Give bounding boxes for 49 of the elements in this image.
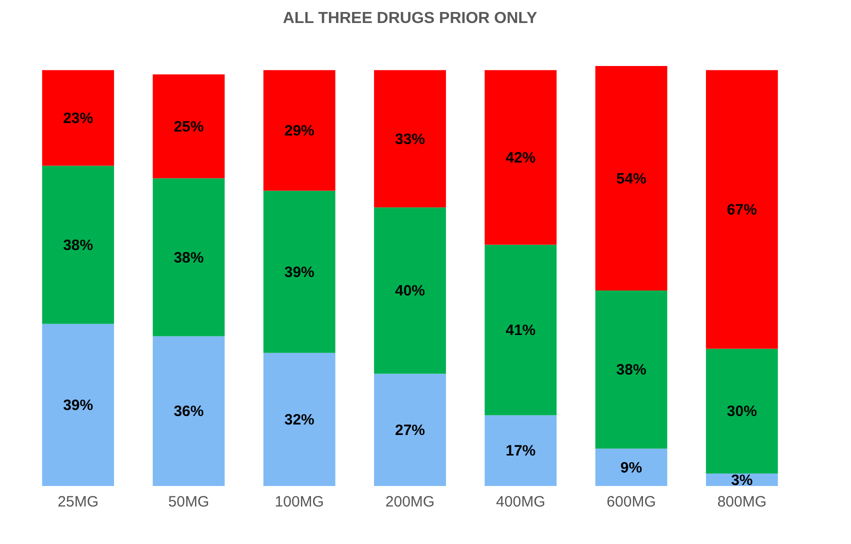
data-label: 40%	[394, 282, 426, 300]
bar	[595, 448, 668, 486]
data-label: 23%	[63, 110, 94, 127]
bar	[152, 74, 225, 178]
data-label: 54%	[616, 170, 646, 188]
bar	[42, 166, 114, 324]
chart-title: ALL THREE DRUGS PRIOR ONLY	[282, 10, 538, 27]
x-tick-label: 200MG	[385, 494, 435, 510]
bar	[152, 178, 225, 336]
data-label: 9%	[620, 459, 642, 476]
bar	[42, 70, 114, 166]
bar	[374, 70, 446, 208]
x-tick-label: 400MG	[496, 494, 546, 510]
data-label: 30%	[726, 403, 757, 420]
data-label: 41%	[506, 322, 536, 340]
bar	[263, 70, 336, 191]
x-tick-label: 100MG	[274, 494, 324, 510]
x-tick-label: 800MG	[717, 494, 767, 510]
data-label: 38%	[63, 236, 94, 254]
bar	[42, 324, 114, 486]
bar	[263, 190, 336, 353]
bar	[374, 207, 446, 374]
bar	[484, 244, 557, 416]
data-label: 17%	[506, 442, 536, 460]
bar	[263, 352, 336, 486]
data-label: 38%	[616, 362, 646, 379]
data-label: 42%	[506, 149, 536, 166]
data-label: 29%	[284, 122, 314, 140]
data-label: 39%	[284, 264, 314, 281]
data-label: 39%	[63, 396, 94, 414]
x-tick-label: 600MG	[606, 494, 656, 510]
x-tick-label: 25MG	[58, 494, 99, 510]
bar	[484, 70, 557, 245]
bar	[706, 348, 778, 474]
data-label: 67%	[726, 201, 757, 218]
data-label: 25%	[174, 118, 204, 136]
bar	[706, 70, 778, 349]
bar	[595, 290, 668, 449]
data-label: 3%	[731, 472, 753, 489]
data-label: 38%	[174, 249, 204, 266]
bar	[152, 336, 225, 486]
data-label: 32%	[284, 411, 314, 428]
x-tick-label: 50MG	[168, 494, 210, 510]
bar	[595, 66, 668, 291]
bar	[484, 415, 557, 486]
bar	[374, 374, 446, 486]
data-label: 27%	[394, 422, 426, 439]
data-label: 33%	[394, 130, 426, 148]
data-label: 36%	[174, 403, 204, 420]
